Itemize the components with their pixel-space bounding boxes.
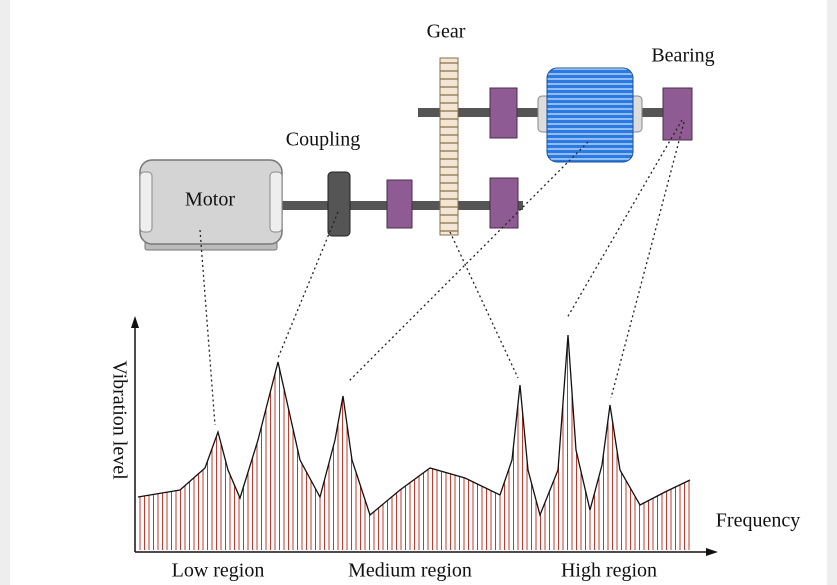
machine: [139, 57, 693, 251]
spectrum-curve: [137, 334, 691, 518]
x-axis-label: Frequency: [716, 510, 800, 532]
region-label: High region: [561, 560, 657, 582]
bearing-label: Bearing: [651, 45, 714, 67]
coupling-label: Coupling: [286, 129, 360, 151]
edge: [0, 0, 10, 585]
region-label: Low region: [172, 560, 265, 582]
edge: [827, 0, 837, 585]
region-label: Medium region: [348, 560, 472, 582]
axes: [131, 316, 718, 556]
gear-label: Gear: [427, 21, 466, 43]
motor-label: Motor: [185, 189, 235, 211]
leader-lines: [199, 119, 685, 426]
spectrum-hatch: [139, 341, 690, 550]
y-axis-label: Vibration level: [108, 360, 130, 480]
